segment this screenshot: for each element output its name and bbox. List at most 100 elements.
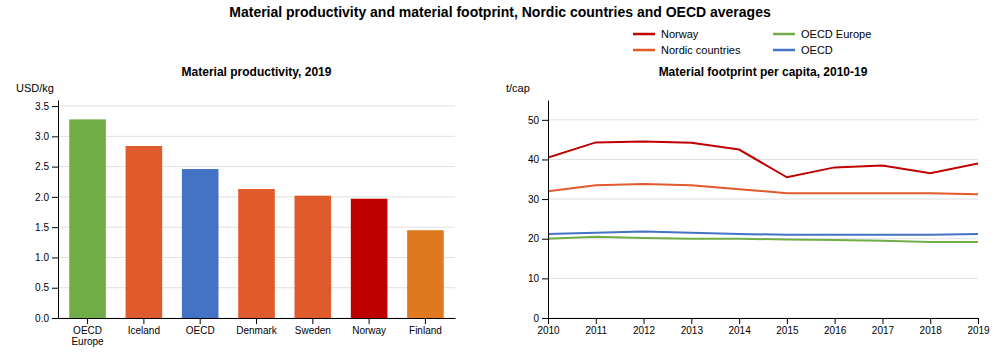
tick: 2018 — [920, 318, 943, 336]
tick-mark — [143, 318, 144, 324]
subplot-title: Material productivity, 2019 — [182, 65, 332, 79]
bar — [69, 119, 106, 318]
axis-line — [549, 318, 979, 319]
tick-label: 2018 — [920, 325, 943, 336]
tick-label: 2011 — [586, 325, 608, 336]
tick: 2011 — [586, 318, 608, 336]
bar — [182, 169, 219, 318]
legend-label: Nordic countries — [661, 44, 741, 56]
series-line — [548, 184, 978, 194]
tick-mark — [542, 239, 548, 240]
series-line — [548, 142, 978, 178]
axis-line — [548, 101, 549, 319]
tick: 3.5 — [35, 101, 58, 112]
tick: Finland — [409, 318, 442, 336]
legend-swatch — [633, 33, 655, 36]
tick-mark — [87, 318, 88, 324]
grid-line — [58, 166, 455, 167]
grid-line — [548, 318, 978, 319]
tick-label: Sweden — [295, 325, 331, 336]
legend-swatch — [773, 33, 795, 36]
tick-mark — [542, 318, 548, 319]
tick-mark — [542, 199, 548, 200]
tick-mark — [52, 136, 58, 137]
legend-label: Norway — [661, 28, 699, 40]
tick: 2012 — [633, 318, 656, 336]
legend-swatch — [773, 49, 795, 52]
tick-mark — [882, 318, 883, 324]
subplot-title: Material footprint per capita, 2010-19 — [659, 65, 868, 79]
tick-label: 2015 — [776, 325, 799, 336]
tick: 2016 — [824, 318, 847, 336]
grid — [58, 106, 455, 318]
legend-item: OECD — [773, 44, 833, 56]
tick-label: 2010 — [537, 325, 560, 336]
tick: 2017 — [872, 318, 895, 336]
tick-mark — [425, 318, 426, 324]
bar — [126, 146, 163, 318]
tick: 2.5 — [35, 161, 58, 172]
subplot: Material productivity, 2019USD/kg0.00.51… — [16, 65, 456, 347]
tick-label: 2.0 — [35, 192, 49, 203]
legend: Norway Nordic countries OECD Europe OECD — [633, 28, 871, 56]
tick-mark — [52, 257, 58, 258]
bar — [351, 199, 388, 318]
tick-mark — [542, 278, 548, 279]
tick-label: 40 — [528, 154, 540, 165]
tick-mark — [52, 288, 58, 289]
tick-label: OECDEurope — [71, 325, 104, 347]
legend-item: Nordic countries — [633, 44, 741, 56]
y-axis: 0.0 0.5 1.0 1.5 2.0 2.5 3.0 3.5 — [35, 101, 58, 324]
tick-label: 3.0 — [35, 131, 49, 142]
tick-mark — [369, 318, 370, 324]
grid-line — [548, 159, 978, 160]
x-axis: 2010201120122013201420152016201720182019 — [537, 318, 990, 336]
tick: 1.5 — [35, 222, 58, 233]
tick-label: 20 — [528, 233, 540, 244]
tick-mark — [52, 227, 58, 228]
legend-item: Norway — [633, 28, 699, 40]
y-axis: 01020304050 — [528, 101, 549, 324]
tick-mark — [52, 318, 58, 319]
tick-label: 0 — [533, 313, 539, 324]
tick-label: Iceland — [128, 325, 160, 336]
tick-label: 0.0 — [35, 313, 49, 324]
tick-label: 3.5 — [35, 101, 49, 112]
tick-mark — [548, 318, 549, 324]
subplot: Material footprint per capita, 2010-19t/… — [506, 28, 990, 336]
tick-mark — [52, 167, 58, 168]
legend-swatch — [633, 49, 655, 52]
tick-label: 30 — [528, 194, 540, 205]
tick: 2015 — [776, 318, 799, 336]
tick-label: Norway — [352, 325, 386, 336]
axis-line — [58, 101, 59, 319]
tick-mark — [691, 318, 692, 324]
tick: Denmark — [236, 318, 278, 336]
grid-line — [58, 106, 455, 107]
tick: 3.0 — [35, 131, 58, 142]
tick-label: 1.0 — [35, 252, 49, 263]
bar — [238, 189, 275, 318]
tick: 0.0 — [35, 313, 58, 324]
bar — [295, 196, 332, 318]
tick: 0 — [533, 313, 548, 324]
tick: Sweden — [295, 318, 331, 336]
tick-mark — [542, 120, 548, 121]
tick-label: 2019 — [967, 325, 990, 336]
tick-mark — [644, 318, 645, 324]
tick-label: Denmark — [236, 325, 278, 336]
tick-mark — [835, 318, 836, 324]
tick-mark — [200, 318, 201, 324]
tick-label: 2017 — [872, 325, 895, 336]
tick-label: OECD — [186, 325, 215, 336]
tick: 2.0 — [35, 192, 58, 203]
tick-label: 2016 — [824, 325, 847, 336]
grid-line — [58, 136, 455, 137]
tick: 10 — [528, 273, 548, 284]
tick-label: 2013 — [681, 325, 704, 336]
legend-label: OECD Europe — [801, 28, 871, 40]
tick: 1.0 — [35, 252, 58, 263]
tick-label: 0.5 — [35, 282, 49, 293]
tick-mark — [52, 106, 58, 107]
series-line — [548, 237, 978, 242]
